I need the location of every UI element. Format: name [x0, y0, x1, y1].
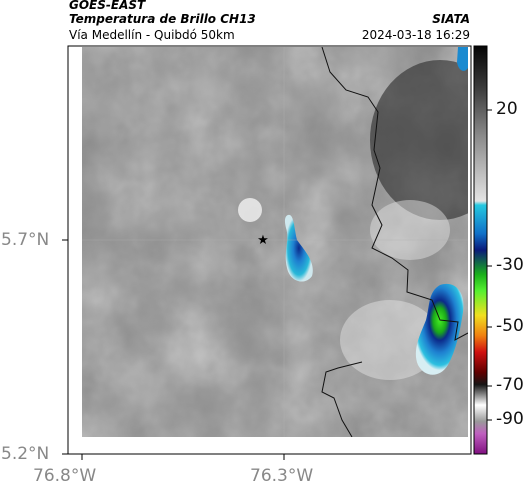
- cold-cloud-cell-1: [284, 214, 313, 282]
- colorbar-tick-label: -50: [496, 316, 524, 336]
- x-tick-label: 76.8°W: [33, 466, 97, 486]
- department-boundary: [321, 47, 468, 341]
- cold-cloud-cell-3: [457, 47, 468, 71]
- colorbar-tick-label: -90: [496, 409, 524, 429]
- colorbar-tick-label: -30: [496, 255, 524, 275]
- brightness-temperature-field: [82, 47, 468, 437]
- cold-cloud-cell-2: [415, 283, 464, 375]
- route-label: Vía Medellín - Quibdó 50km: [69, 28, 235, 42]
- colorbar: [473, 45, 488, 455]
- agency-label: SIATA: [432, 12, 470, 26]
- y-tick-label: 5.7°N: [1, 230, 50, 250]
- river-line: [321, 361, 363, 437]
- star-icon: ★: [257, 233, 269, 248]
- satellite-title: GOES-EAST: [69, 0, 146, 12]
- x-tick-label: 76.3°W: [250, 466, 314, 486]
- y-tick-label: 5.2°N: [1, 444, 50, 464]
- colorbar-tick-label: 20: [496, 99, 518, 119]
- timestamp-label: 2024-03-18 16:29: [361, 28, 470, 42]
- colorbar-tick-label: -70: [496, 375, 524, 395]
- product-title: Temperatura de Brillo CH13: [69, 12, 256, 26]
